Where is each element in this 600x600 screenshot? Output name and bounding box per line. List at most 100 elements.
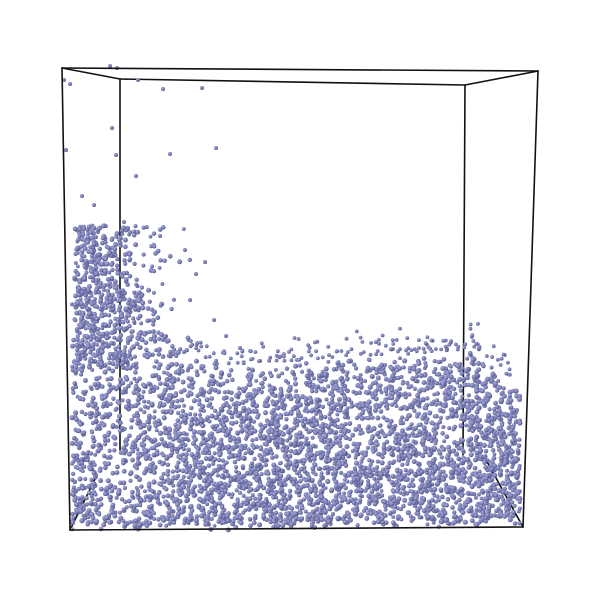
box-edge-front-left [61,67,71,531]
particle [403,394,408,400]
particle [112,326,117,332]
particle [76,237,81,242]
particle [142,442,147,447]
particle [230,411,236,416]
particle [393,439,399,445]
particle [357,390,363,396]
particle [133,370,138,375]
particle [180,379,186,385]
particle [79,460,85,465]
particle [239,420,244,424]
particle [194,272,198,276]
particle [421,346,426,351]
particle [221,381,226,386]
particle [126,313,131,318]
particle [447,379,452,385]
particle [313,421,319,427]
particle [194,369,199,374]
particle [459,486,464,491]
particle [299,466,304,472]
particle [440,431,445,436]
particle [76,428,82,434]
particle [152,409,157,414]
particle [507,372,512,377]
particle [152,244,157,249]
particle [82,378,88,383]
particle [88,275,92,280]
particle [185,491,191,497]
particle [74,347,80,352]
particle [401,365,406,370]
particle [360,470,365,475]
particle [129,425,134,430]
particle [161,415,167,421]
particle [373,380,378,385]
particle [95,497,100,503]
particle [99,502,104,507]
particle [157,522,163,528]
particle [406,351,410,356]
particle [90,258,95,263]
particle [334,440,340,445]
particle [70,520,76,525]
particle [473,513,479,518]
particle [500,442,505,447]
particle [494,508,499,514]
particle [74,342,80,348]
particle [275,417,280,422]
particle [247,430,253,436]
particle [435,475,441,481]
particle [291,354,296,359]
particle [169,361,175,367]
particle [491,433,497,438]
particle [90,395,96,401]
particle [139,337,145,343]
particle [311,443,316,448]
particle [323,509,328,515]
particle [507,483,513,488]
particle [68,82,72,86]
particle [149,385,154,390]
particle [280,447,286,453]
particle [512,485,517,490]
particle [264,517,269,522]
particle [110,361,116,367]
particle [499,452,505,458]
particle [207,443,213,449]
particle [162,370,166,375]
particle [73,293,78,299]
particle [330,397,335,402]
particle [405,336,410,340]
particle [113,242,119,247]
particle [417,346,421,350]
particle [482,460,487,465]
particle [514,481,520,486]
particle [480,501,485,505]
particle [413,425,419,431]
particle [472,457,478,463]
particle [229,495,234,500]
particle [263,410,268,416]
particle [379,511,384,516]
particle [189,405,194,411]
particle [103,256,109,262]
particle [175,349,181,355]
particle [285,511,291,517]
particle [303,400,309,406]
particle [342,473,347,477]
particle [83,477,88,481]
particle [459,371,465,376]
particle [512,503,517,508]
particle [474,435,479,440]
particle [207,379,213,384]
particle [122,350,127,355]
particle [170,451,175,455]
particle [514,474,519,480]
particle [262,457,268,463]
particle [278,482,283,487]
particle [406,483,412,489]
particle [257,495,263,501]
particle [307,379,313,385]
particle [217,501,223,506]
particle [489,365,494,370]
